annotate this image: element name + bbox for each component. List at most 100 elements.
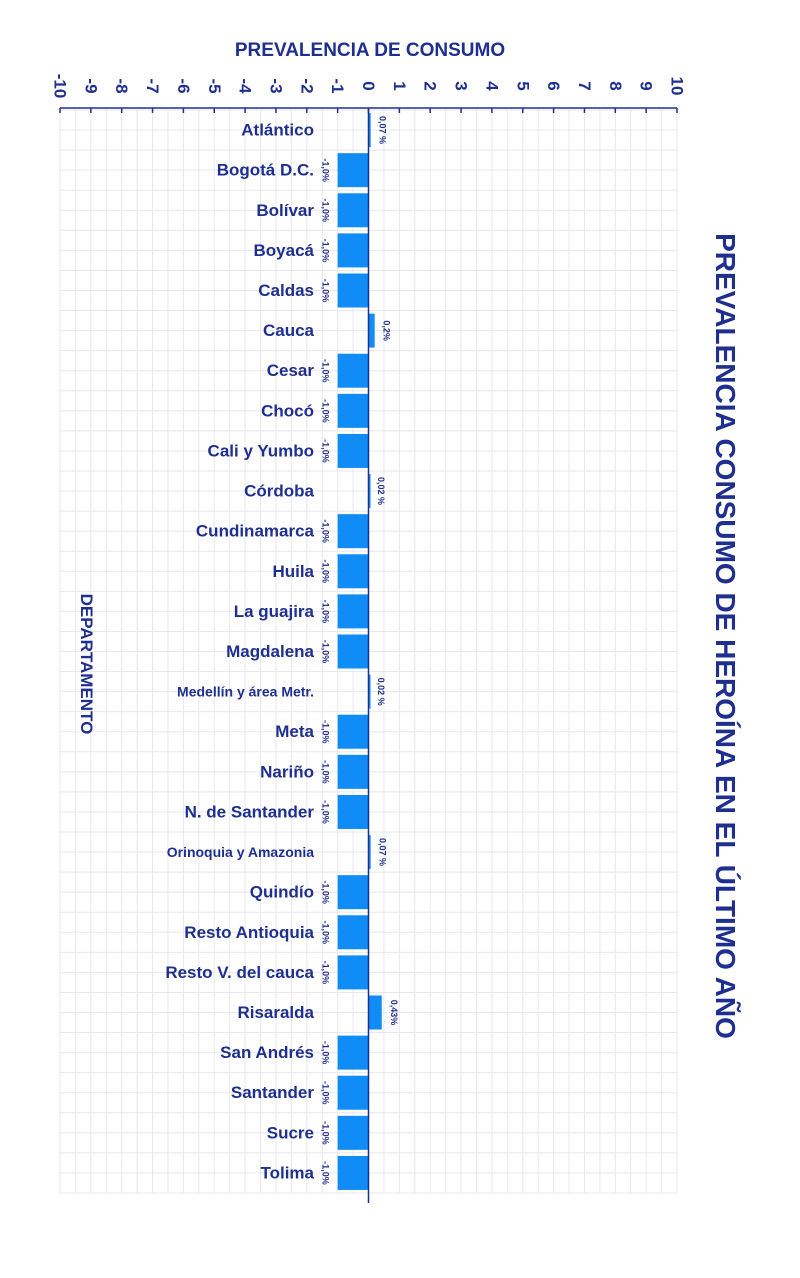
category-label: Tolima bbox=[260, 1163, 314, 1182]
category-label: Resto V. del cauca bbox=[165, 963, 314, 982]
category-label: Santander bbox=[231, 1083, 315, 1102]
data-label: 0,02 % bbox=[376, 477, 386, 505]
category-label: Quindío bbox=[250, 883, 314, 902]
bar bbox=[337, 714, 369, 749]
bar bbox=[368, 995, 382, 1030]
data-label: -1,0% bbox=[321, 560, 331, 584]
data-label: -1,0% bbox=[321, 399, 331, 423]
category-label: Magdalena bbox=[226, 642, 314, 661]
bar bbox=[337, 393, 369, 428]
x-tick-label: 2 bbox=[421, 81, 440, 90]
data-label: -1,0% bbox=[321, 720, 331, 744]
x-tick-label: -4 bbox=[236, 78, 255, 94]
bar bbox=[337, 514, 369, 549]
x-tick-label: 10 bbox=[668, 77, 687, 96]
data-label: -1,0% bbox=[321, 961, 331, 985]
x-tick-label: -7 bbox=[143, 78, 162, 93]
category-label: La guajira bbox=[234, 602, 315, 621]
category-label: Risaralda bbox=[237, 1003, 314, 1022]
bar bbox=[337, 273, 369, 308]
data-label: -1,0% bbox=[321, 359, 331, 383]
bar bbox=[337, 634, 369, 669]
category-label: N. de Santander bbox=[185, 802, 315, 821]
y-axis-title: DEPARTAMENTO bbox=[77, 593, 96, 735]
category-label: Nariño bbox=[260, 762, 314, 781]
x-tick-label: 0 bbox=[359, 81, 378, 90]
bar bbox=[337, 915, 369, 950]
category-label: Boyacá bbox=[254, 241, 315, 260]
category-label: Orinoquia y Amazonia bbox=[167, 844, 314, 860]
x-tick-label: -6 bbox=[174, 78, 193, 93]
data-label: -1,0% bbox=[321, 1041, 331, 1065]
data-label: -1,0% bbox=[321, 158, 331, 182]
x-tick-label: 4 bbox=[482, 81, 501, 91]
x-tick-label: -5 bbox=[205, 78, 224, 93]
bar bbox=[337, 875, 369, 910]
bar bbox=[368, 835, 371, 870]
category-label: Resto Antioquia bbox=[184, 923, 314, 942]
x-tick-label: -8 bbox=[112, 78, 131, 93]
category-label: Bogotá D.C. bbox=[217, 161, 314, 180]
category-label: Cauca bbox=[263, 321, 315, 340]
x-tick-label: -3 bbox=[266, 78, 285, 93]
x-tick-label: 3 bbox=[452, 81, 471, 90]
bar bbox=[337, 433, 369, 468]
category-label: Chocó bbox=[261, 401, 314, 420]
x-tick-label: 7 bbox=[575, 81, 594, 90]
category-label: Sucre bbox=[267, 1123, 314, 1142]
data-label: -1,0% bbox=[321, 199, 331, 223]
data-label: -1,0% bbox=[321, 239, 331, 263]
bar bbox=[368, 674, 371, 709]
data-label: -1,0% bbox=[321, 1081, 331, 1105]
category-label: Cesar bbox=[267, 361, 315, 380]
data-label: -1,0% bbox=[321, 519, 331, 543]
chart-title: PREVALENCIA CONSUMO DE HEROÍNA EN EL ÚLT… bbox=[710, 233, 741, 1039]
x-tick-label: 9 bbox=[637, 81, 656, 90]
category-label: Meta bbox=[275, 722, 314, 741]
bar bbox=[337, 955, 369, 990]
bar bbox=[368, 313, 375, 348]
bar bbox=[337, 193, 369, 228]
bar bbox=[337, 233, 369, 268]
data-label: -1,0% bbox=[321, 439, 331, 463]
bar bbox=[337, 794, 369, 829]
x-tick-label: -10 bbox=[51, 74, 70, 99]
x-axis-title: PREVALENCIA DE CONSUMO bbox=[234, 40, 506, 61]
x-tick-label: 5 bbox=[513, 81, 532, 90]
x-tick-label: 8 bbox=[606, 81, 625, 90]
data-label: -1,0% bbox=[321, 640, 331, 664]
bar bbox=[337, 754, 369, 789]
category-label: Caldas bbox=[258, 281, 314, 300]
data-label: -1,0% bbox=[321, 1161, 331, 1185]
bar bbox=[368, 113, 371, 148]
category-label: San Andrés bbox=[220, 1043, 314, 1062]
category-label: Córdoba bbox=[244, 482, 314, 501]
category-label: Medellín y área Metr. bbox=[177, 684, 314, 700]
category-label: Atlántico bbox=[241, 121, 314, 140]
data-label: 0,07 % bbox=[378, 838, 388, 866]
data-label: -1,0% bbox=[321, 760, 331, 784]
data-label: -1,0% bbox=[321, 921, 331, 945]
bar bbox=[337, 554, 369, 589]
category-label: Huila bbox=[272, 562, 314, 581]
x-tick-label: 6 bbox=[544, 81, 563, 90]
data-label: -1,0% bbox=[321, 880, 331, 904]
x-tick-label: -2 bbox=[297, 78, 316, 93]
data-label: 0,2% bbox=[382, 320, 392, 341]
data-label: -1,0% bbox=[321, 600, 331, 624]
data-label: 0,02 % bbox=[376, 678, 386, 706]
bar bbox=[337, 1155, 369, 1190]
x-tick-label: 1 bbox=[390, 81, 409, 90]
bar bbox=[337, 1035, 369, 1070]
data-label: 0,07 % bbox=[378, 116, 388, 144]
bar bbox=[337, 594, 369, 629]
data-label: -1,0% bbox=[321, 1121, 331, 1145]
bar bbox=[337, 353, 369, 388]
data-label: -1,0% bbox=[321, 800, 331, 824]
bar bbox=[337, 153, 369, 188]
x-tick-label: -1 bbox=[328, 78, 347, 93]
bar bbox=[368, 474, 371, 509]
bar bbox=[337, 1075, 369, 1110]
